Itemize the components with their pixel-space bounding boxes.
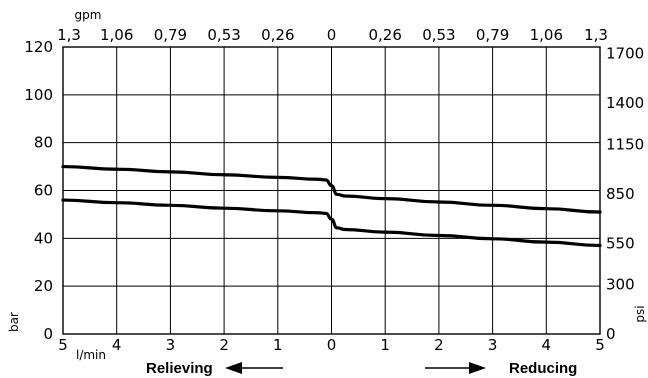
x-tick-label: 1 <box>273 336 283 354</box>
x-tick-label: 4 <box>112 336 122 354</box>
grid <box>62 46 601 335</box>
y-tick-label: 20 <box>34 277 53 295</box>
y-right-tick-label: 0 <box>606 325 616 343</box>
y-right-tick-label: 550 <box>606 234 635 252</box>
x-tick-label: 2 <box>434 336 444 354</box>
y-tick-label: 120 <box>24 38 53 56</box>
x-top-tick-label: 0,53 <box>422 26 455 44</box>
x-top-tick-label: 0,53 <box>207 26 240 44</box>
upper-pressure-curve <box>61 164 602 214</box>
x-tick-label: 5 <box>595 336 605 354</box>
x-top-tick-label: 1,06 <box>100 26 133 44</box>
x-top-tick-label: 1,3 <box>57 26 81 44</box>
left-axis-label: bar <box>7 312 21 332</box>
x-tick-label: 3 <box>488 336 498 354</box>
x-tick-label: 0 <box>327 336 337 354</box>
x-top-tick-label: 0,26 <box>261 26 294 44</box>
x-tick-label: 4 <box>542 336 552 354</box>
y-right-tick-label: 1700 <box>606 45 644 63</box>
right-arrow-icon <box>425 362 486 374</box>
x-top-tick-label: 1,3 <box>584 26 608 44</box>
x-top-tick-label: 1,06 <box>530 26 563 44</box>
y-tick-label: 0 <box>43 325 53 343</box>
y-tick-label: 60 <box>34 182 53 200</box>
left-arrow-icon <box>225 362 283 374</box>
y-right-tick-label: 850 <box>606 185 635 203</box>
series-layer <box>61 164 602 248</box>
tick-labels: 5 4 3 2 1 0 1 2 3 4 5 1,3 1,06 0,79 0,53 0,26 0 0,26 0,53 0… <box>24 26 644 354</box>
top-axis-label: gpm <box>75 8 102 22</box>
x-top-tick-label: 0 <box>327 26 337 44</box>
x-tick-label: 2 <box>219 336 229 354</box>
plot-frame <box>62 46 601 335</box>
x-tick-label: 1 <box>380 336 390 354</box>
y-right-tick-label: 1400 <box>606 94 644 112</box>
lower-pressure-curve <box>61 198 602 248</box>
x-top-tick-label: 0,79 <box>476 26 509 44</box>
reducing-label: Reducing <box>509 360 577 377</box>
y-tick-label: 100 <box>24 86 53 104</box>
relieving-label: Relieving <box>146 360 213 377</box>
right-axis-label: psi <box>633 305 647 322</box>
y-tick-label: 80 <box>34 134 53 152</box>
x-top-tick-label: 0,26 <box>368 26 401 44</box>
x-top-tick-label: 0,79 <box>154 26 187 44</box>
x-tick-label: 3 <box>166 336 176 354</box>
y-right-tick-label: 300 <box>606 275 635 293</box>
x-tick-label: 5 <box>58 336 68 354</box>
y-tick-label: 40 <box>34 229 53 247</box>
bottom-axis-label: l/min <box>76 348 106 362</box>
y-right-tick-label: 1150 <box>606 135 644 153</box>
